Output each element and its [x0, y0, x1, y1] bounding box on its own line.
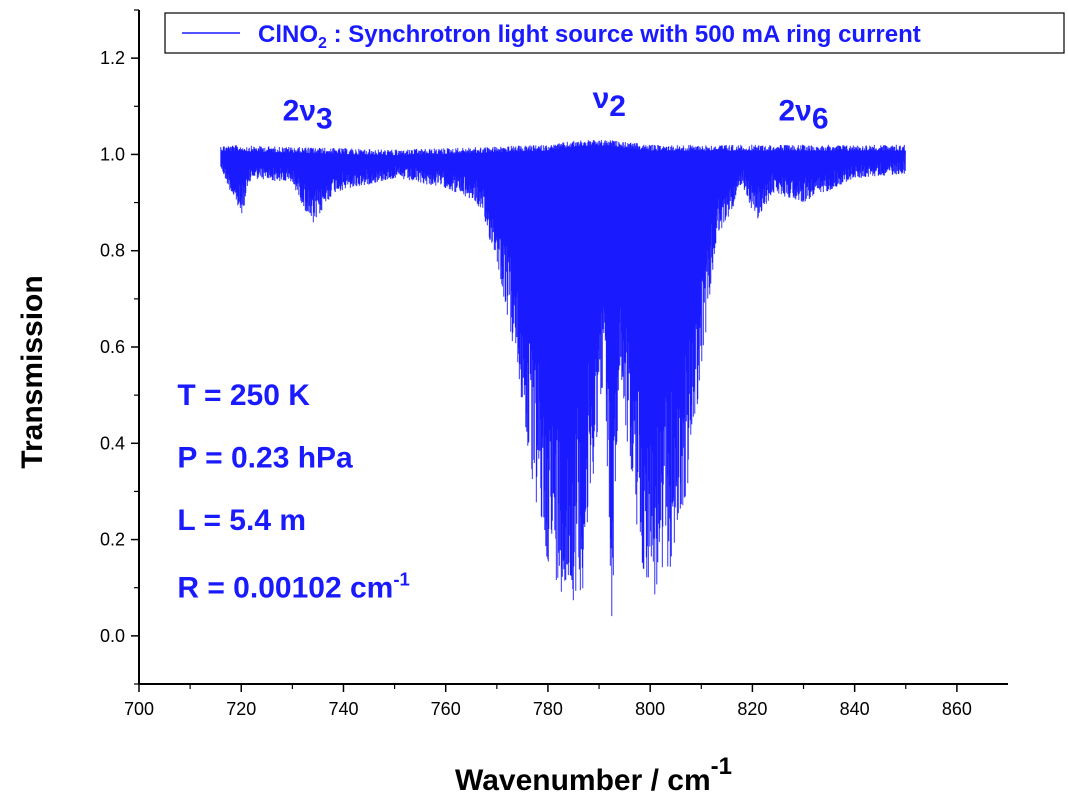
- annotation-part: R = 0.00102 cm: [177, 571, 393, 604]
- legend-box: ClNO2 : Synchrotron light source with 50…: [164, 12, 1065, 54]
- annotation-temperature: T = 250 K: [177, 379, 310, 412]
- annotation-part: L = 5.4 m: [177, 504, 306, 537]
- annotation-part: ν: [593, 82, 610, 115]
- annotation-part: T = 250 K: [177, 379, 310, 412]
- x-axis-label-text: Wavenumber / cm: [455, 764, 711, 797]
- annotation-2v6: 2ν6: [778, 95, 828, 136]
- annotation-part: 2ν: [778, 95, 811, 128]
- x-axis-label: Wavenumber / cm-1: [455, 753, 732, 797]
- annotation-resolution: R = 0.00102 cm-1: [177, 568, 410, 604]
- x-axis-label-superscript: -1: [711, 753, 732, 780]
- x-tick-label: 760: [431, 699, 461, 719]
- legend-label: ClNO2 : Synchrotron light source with 50…: [258, 21, 921, 52]
- y-axis-label: Transmission: [16, 275, 49, 468]
- legend-label-part: 2: [318, 35, 327, 52]
- annotation-pressure: P = 0.23 hPa: [177, 441, 353, 474]
- y-tick-label: 1.0: [100, 144, 125, 164]
- x-tick-label: 800: [635, 699, 665, 719]
- annotation-length: L = 5.4 m: [177, 504, 306, 537]
- annotation-part: P = 0.23 hPa: [177, 441, 353, 474]
- x-tick-label: 700: [124, 699, 154, 719]
- annotation-part: 6: [812, 103, 829, 136]
- annotation-part: 2: [609, 90, 626, 123]
- legend: ClNO2 : Synchrotron light source with 50…: [164, 12, 1065, 54]
- annotation-part: 2ν: [283, 95, 316, 128]
- y-tick-label: 0.0: [100, 626, 125, 646]
- y-tick-label: 0.6: [100, 337, 125, 357]
- y-tick-label: 0.2: [100, 530, 125, 550]
- series-band: [220, 145, 906, 410]
- legend-label-part: ClNO: [258, 21, 318, 48]
- x-tick-label: 860: [942, 699, 972, 719]
- annotation-part: -1: [393, 568, 410, 589]
- y-tick-label: 0.8: [100, 241, 125, 261]
- annotation-v2: ν2: [593, 82, 626, 123]
- ticks: 700 720 740 760 780 800 820 840 860 0.0 0.2 0.4 0.6 0…: [100, 9, 972, 719]
- x-tick-label: 840: [840, 699, 870, 719]
- series-0: [220, 140, 906, 617]
- x-tick-label: 820: [737, 699, 767, 719]
- series-layer: [220, 140, 906, 617]
- x-tick-label: 740: [328, 699, 358, 719]
- x-tick-label: 780: [533, 699, 563, 719]
- annotation-2v3: 2ν3: [283, 95, 333, 136]
- legend-frame: [164, 12, 1065, 54]
- y-tick-label: 1.2: [100, 48, 125, 68]
- legend-label-part: : Synchrotron light source with 500 mA r…: [327, 21, 921, 48]
- y-tick-label: 0.4: [100, 433, 125, 453]
- annotation-part: 3: [316, 103, 333, 136]
- x-tick-label: 720: [226, 699, 256, 719]
